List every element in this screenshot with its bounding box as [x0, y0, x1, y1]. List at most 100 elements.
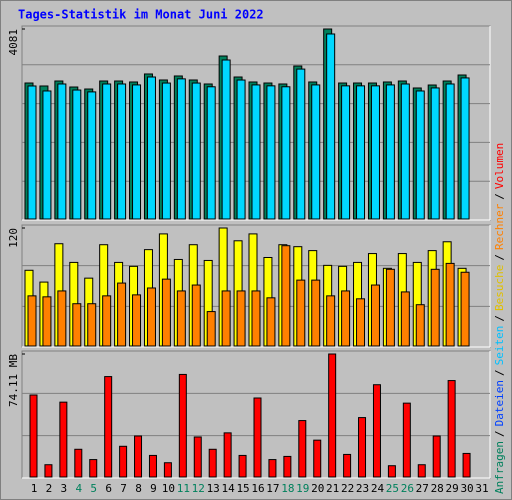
bar — [57, 83, 67, 220]
x-tick-label: 2 — [46, 482, 53, 495]
x-tick-label: 26 — [401, 482, 414, 495]
bar — [221, 59, 231, 220]
bar — [445, 262, 455, 347]
bar — [296, 279, 306, 347]
bar — [206, 311, 216, 347]
bar — [341, 85, 351, 220]
bar — [117, 282, 127, 347]
x-tick-label: 17 — [266, 482, 279, 495]
bar — [57, 290, 67, 347]
legend-entry: Volumen — [493, 143, 506, 189]
bar — [193, 436, 202, 478]
x-tick-label: 29 — [446, 482, 459, 495]
legend-entry: Anfragen — [493, 441, 506, 494]
y-tick-label: 4081 — [7, 29, 20, 56]
legend-entry: Besuche — [493, 265, 506, 311]
bar — [296, 68, 306, 220]
bar — [161, 82, 171, 220]
bar — [59, 401, 68, 478]
bar — [430, 87, 440, 220]
bar — [432, 435, 441, 478]
bar — [191, 82, 201, 220]
bar — [29, 394, 38, 478]
x-tick-label: 14 — [222, 482, 236, 495]
bar — [27, 295, 37, 347]
bar — [281, 245, 291, 347]
bar — [238, 454, 247, 478]
x-tick-label: 13 — [207, 482, 220, 495]
bar — [89, 459, 98, 478]
bar — [266, 85, 276, 220]
x-tick-label: 24 — [371, 482, 385, 495]
legend-entry: Dateien — [493, 380, 506, 426]
x-tick-label: 1 — [31, 482, 38, 495]
bar — [148, 454, 157, 478]
x-tick-label: 5 — [90, 482, 97, 495]
bar — [161, 278, 171, 347]
x-tick-label: 30 — [460, 482, 473, 495]
x-tick-label: 9 — [150, 482, 157, 495]
bar — [400, 83, 410, 220]
bar — [251, 290, 261, 347]
legend-separator: / — [493, 193, 506, 200]
bar — [415, 90, 425, 220]
bar — [163, 462, 172, 478]
bar — [311, 84, 321, 220]
bar — [283, 455, 292, 478]
bar — [356, 298, 366, 347]
bar — [400, 291, 410, 347]
bar — [281, 86, 291, 220]
bar — [42, 90, 52, 220]
bar — [311, 279, 321, 347]
bar — [87, 303, 97, 347]
x-tick-label: 11 — [177, 482, 190, 495]
x-tick-label: 8 — [135, 482, 142, 495]
bar — [268, 459, 277, 478]
bar — [206, 86, 216, 220]
bar — [462, 452, 471, 478]
x-tick-label: 19 — [296, 482, 309, 495]
bar — [134, 435, 143, 478]
x-tick-label: 10 — [162, 482, 175, 495]
bar — [326, 295, 336, 347]
bar — [460, 77, 470, 220]
bar — [358, 417, 367, 478]
bar — [146, 287, 156, 347]
legend-entry: Rechner — [493, 203, 506, 250]
bar — [387, 465, 396, 478]
x-tick-label: 15 — [236, 482, 249, 495]
x-tick-label: 12 — [192, 482, 205, 495]
bar — [102, 83, 112, 220]
bar — [44, 464, 53, 478]
bar — [104, 376, 113, 478]
bar — [251, 84, 261, 220]
bar — [176, 78, 186, 220]
bar — [326, 33, 336, 220]
x-tick-label: 25 — [386, 482, 399, 495]
x-tick-label: 23 — [356, 482, 369, 495]
x-tick-label: 18 — [281, 482, 294, 495]
bar — [102, 295, 112, 347]
bar — [178, 373, 187, 478]
bar — [417, 464, 426, 478]
bar — [27, 85, 37, 220]
legend-separator: / — [493, 315, 506, 322]
chart-title: Tages-Statistik im Monat Juni 2022 — [18, 8, 264, 22]
x-tick-label: 7 — [120, 482, 127, 495]
x-tick-label: 31 — [475, 482, 488, 495]
bar — [221, 290, 231, 347]
legend: Anfragen / Dateien / Seiten / Besuche / Rechner /… — [493, 143, 506, 494]
bar — [328, 353, 337, 478]
bar — [87, 91, 97, 220]
bar — [119, 445, 128, 478]
bar — [132, 294, 142, 347]
bar — [191, 284, 201, 347]
bar — [370, 284, 380, 347]
bar — [117, 83, 127, 220]
bar — [343, 453, 352, 478]
bar — [460, 271, 470, 347]
legend-separator: / — [493, 430, 506, 437]
bar — [74, 448, 83, 478]
bar — [415, 304, 425, 347]
